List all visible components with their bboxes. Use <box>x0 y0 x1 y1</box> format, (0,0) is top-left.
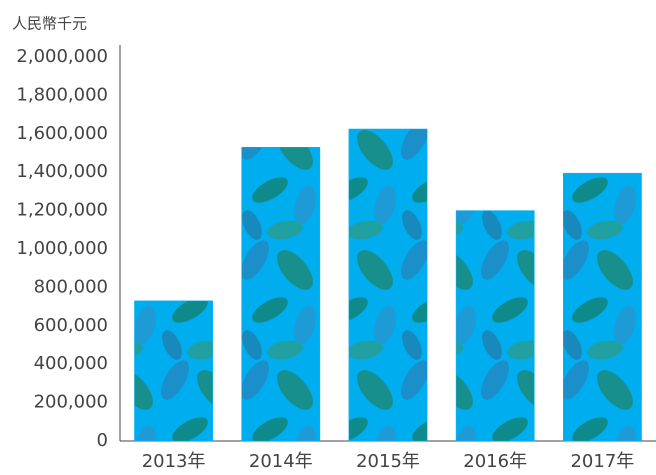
x-tick-label: 2017年 <box>570 451 634 472</box>
x-tick-label: 2014年 <box>249 451 313 472</box>
bar <box>563 172 642 442</box>
y-tick-label: 200,000 <box>34 392 108 413</box>
y-tick-label: 1,600,000 <box>16 123 108 144</box>
bar <box>134 300 213 442</box>
y-tick-label: 1,800,000 <box>16 84 108 105</box>
y-tick-label: 400,000 <box>34 353 108 374</box>
bar <box>455 210 535 442</box>
x-tick-label: 2015年 <box>356 451 420 472</box>
y-tick-label: 0 <box>97 430 108 451</box>
axis-title: 人民幣千元 <box>12 15 87 33</box>
y-tick-label: 2,000,000 <box>16 46 108 67</box>
y-tick-label: 800,000 <box>34 276 108 297</box>
bar <box>348 128 428 442</box>
x-tick-label: 2016年 <box>463 451 527 472</box>
y-tick-label: 600,000 <box>34 315 108 336</box>
x-tick-label: 2013年 <box>142 451 206 472</box>
bar <box>241 146 321 442</box>
y-tick-label: 1,400,000 <box>16 161 108 182</box>
y-tick-label: 1,000,000 <box>16 238 108 259</box>
y-tick-label: 1,200,000 <box>16 200 108 221</box>
